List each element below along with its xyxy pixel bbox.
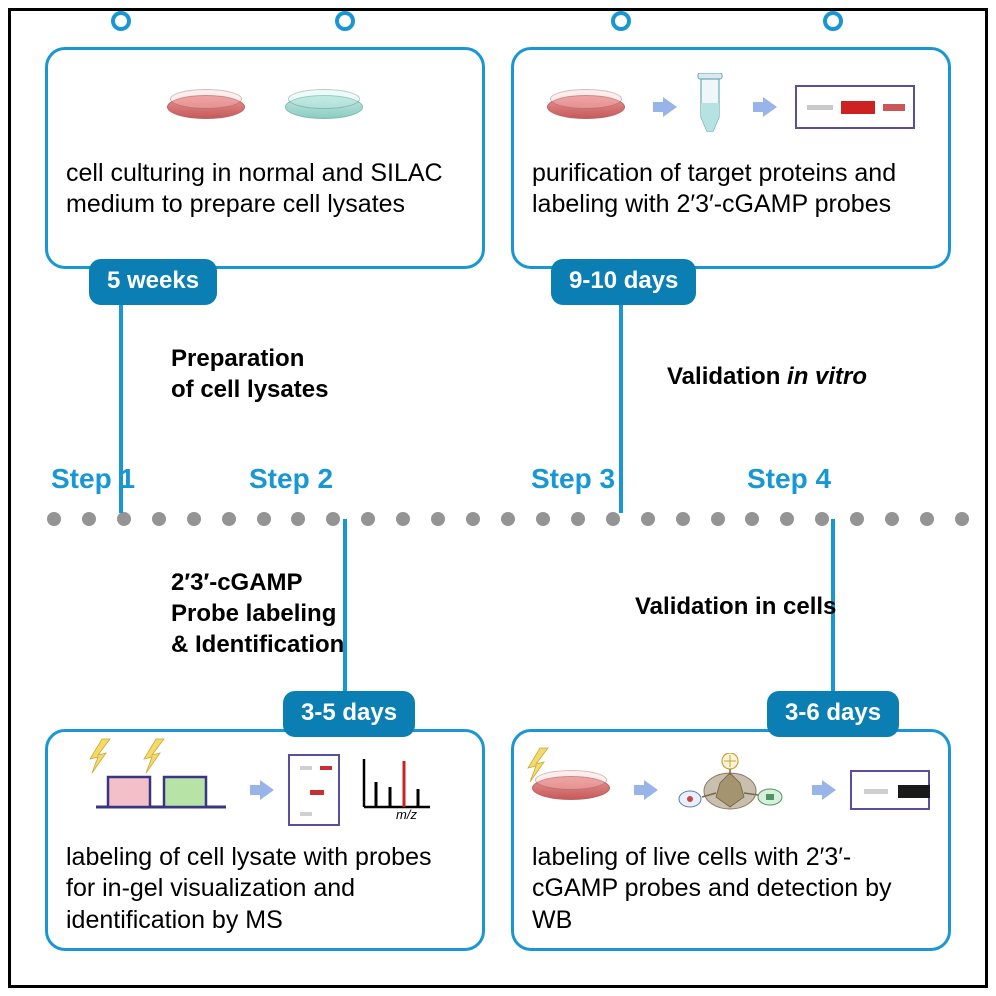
timeline-node-2 xyxy=(335,11,355,31)
diagram-frame: Step 1 Step 2 Step 3 Step 4 Preparation … xyxy=(8,8,988,988)
timeline-dot xyxy=(326,512,340,526)
timeline-dot xyxy=(745,512,759,526)
phase-probe-line3: & Identification xyxy=(171,631,344,658)
svg-text:m/z: m/z xyxy=(396,807,417,821)
timeline-dot xyxy=(815,512,829,526)
arrow-icon xyxy=(663,97,677,117)
timeline-dot xyxy=(152,512,166,526)
timeline-dot xyxy=(187,512,201,526)
arrow-icon xyxy=(763,97,777,117)
timeline-dot xyxy=(780,512,794,526)
timeline-node-1 xyxy=(111,11,131,31)
badge-step2: 3-5 days xyxy=(283,691,415,737)
phase-prep: Preparation of cell lysates xyxy=(171,343,328,405)
timeline-dot xyxy=(466,512,480,526)
timeline-dot xyxy=(641,512,655,526)
timeline xyxy=(47,509,949,529)
panel-step2: m/z labeling of cell lysate with probes … xyxy=(45,729,485,951)
timeline-node-4 xyxy=(823,11,843,31)
timeline-dot xyxy=(82,512,96,526)
wb-result-icon xyxy=(850,770,930,810)
arrow-icon xyxy=(260,780,274,800)
badge-step3: 9-10 days xyxy=(551,259,696,305)
timeline-dot xyxy=(885,512,899,526)
arrow-icon xyxy=(822,780,836,800)
gel-lanes-icon xyxy=(288,754,340,826)
timeline-dot xyxy=(920,512,934,526)
gel-result-step3-icon xyxy=(795,85,915,129)
timeline-node-3 xyxy=(611,11,631,31)
arrow-icon xyxy=(644,780,658,800)
phase-invitro: Validation in vitro xyxy=(667,361,867,392)
step2-label: Step 2 xyxy=(249,463,333,495)
badge-step1: 5 weeks xyxy=(89,259,217,305)
panel1-text: cell culturing in normal and SILAC mediu… xyxy=(66,158,464,221)
step3-label: Step 3 xyxy=(531,463,615,495)
timeline-dot xyxy=(571,512,585,526)
ms-spectrum-icon: m/z xyxy=(354,755,434,826)
timeline-dot xyxy=(431,512,445,526)
timeline-dot xyxy=(47,512,61,526)
timeline-dot xyxy=(501,512,515,526)
panel-step3: purification of target proteins and labe… xyxy=(511,47,951,269)
timeline-dot xyxy=(361,512,375,526)
phase-probe-line1: 2′3′-cGAMP xyxy=(171,569,303,596)
phase-prep-line2: of cell lysates xyxy=(171,376,328,403)
panel4-text: labeling of live cells with 2′3′-cGAMP p… xyxy=(532,842,930,936)
cell-pathway-icon xyxy=(672,753,788,828)
panel3-text: purification of target proteins and labe… xyxy=(532,158,930,221)
phase-probe-line2: Probe labeling xyxy=(171,600,336,627)
petri-dish-silac-icon xyxy=(285,95,363,119)
badge-step4: 3-6 days xyxy=(767,691,899,737)
timeline-dot xyxy=(396,512,410,526)
timeline-dot xyxy=(257,512,271,526)
timeline-dot xyxy=(117,512,131,526)
phase-invitro-italic: in vitro xyxy=(787,363,867,390)
panel2-text: labeling of cell lysate with probes for … xyxy=(66,842,464,936)
phase-probe: 2′3′-cGAMP Probe labeling & Identificati… xyxy=(171,567,371,661)
dish-with-zap-icon xyxy=(532,776,610,805)
step4-label: Step 4 xyxy=(747,463,831,495)
timeline-dot xyxy=(222,512,236,526)
timeline-dot xyxy=(536,512,550,526)
connector-step3 xyxy=(619,279,623,513)
panel-step4: labeling of live cells with 2′3′-cGAMP p… xyxy=(511,729,951,951)
timeline-dot xyxy=(955,512,969,526)
phase-cells: Validation in cells xyxy=(635,591,836,622)
timeline-dot xyxy=(606,512,620,526)
phase-invitro-text: Validation xyxy=(667,363,787,390)
tube-icon xyxy=(695,73,725,142)
panel-step1: cell culturing in normal and SILAC mediu… xyxy=(45,47,485,269)
phase-prep-line1: Preparation xyxy=(171,345,304,372)
petri-dish-step3-icon xyxy=(547,95,625,119)
wells-icon xyxy=(96,765,226,816)
timeline-dot xyxy=(291,512,305,526)
petri-dish-normal-icon xyxy=(167,95,245,119)
timeline-dot xyxy=(676,512,690,526)
timeline-dot xyxy=(711,512,725,526)
timeline-dot xyxy=(850,512,864,526)
step1-label: Step 1 xyxy=(51,463,135,495)
